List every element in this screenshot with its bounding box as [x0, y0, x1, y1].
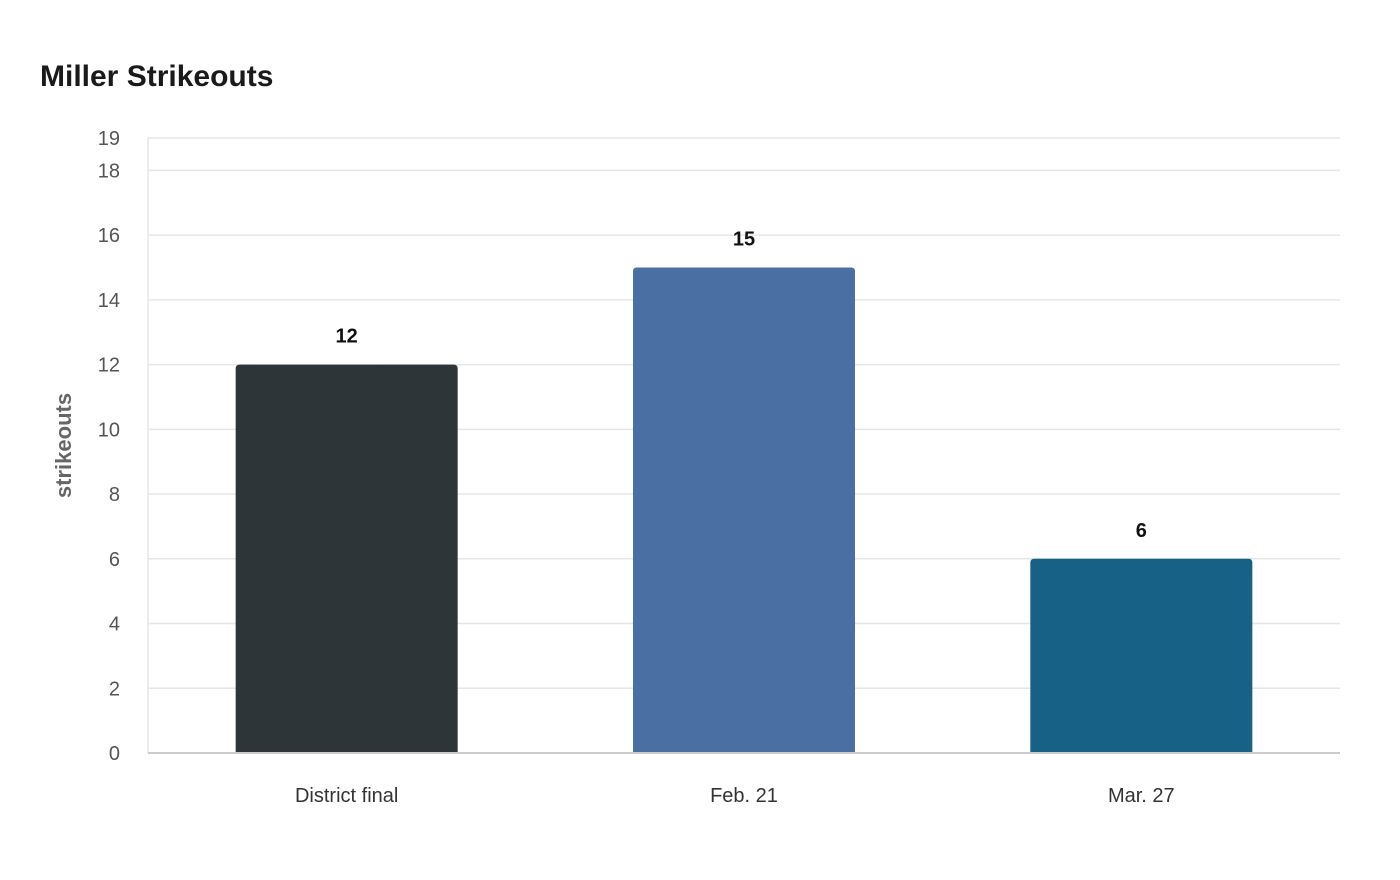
chart-title: Miller Strikeouts — [40, 60, 274, 93]
y-tick-label: 19 — [98, 128, 120, 150]
y-tick-label: 18 — [98, 160, 120, 182]
y-tick-label: 16 — [98, 225, 120, 247]
y-tick-label: 6 — [109, 549, 120, 571]
labels: 0 2 4 6 8 10 12 14 16 18 19 12 District final 15 Feb. … — [98, 128, 1175, 807]
x-tick-label: District final — [295, 785, 398, 807]
bar-feb-21 — [633, 267, 855, 753]
bar-mar-27 — [1030, 558, 1253, 753]
y-tick-label: 10 — [98, 419, 120, 441]
data-label: 6 — [1136, 520, 1147, 542]
x-tick-label: Feb. 21 — [710, 785, 778, 807]
y-tick-label: 2 — [109, 678, 120, 700]
y-tick-label: 8 — [109, 484, 120, 506]
y-tick-label: 4 — [109, 614, 120, 636]
y-tick-label: 14 — [98, 290, 120, 312]
y-tick-label: 12 — [98, 355, 120, 377]
x-tick-label: Mar. 27 — [1108, 785, 1175, 807]
data-label: 15 — [733, 228, 755, 250]
y-tick-label: 0 — [109, 743, 120, 765]
data-label: 12 — [336, 326, 358, 348]
axes — [147, 138, 1340, 754]
y-axis-title: strikeouts — [51, 393, 76, 498]
bars — [235, 267, 1253, 753]
bar-district-final — [235, 364, 458, 753]
